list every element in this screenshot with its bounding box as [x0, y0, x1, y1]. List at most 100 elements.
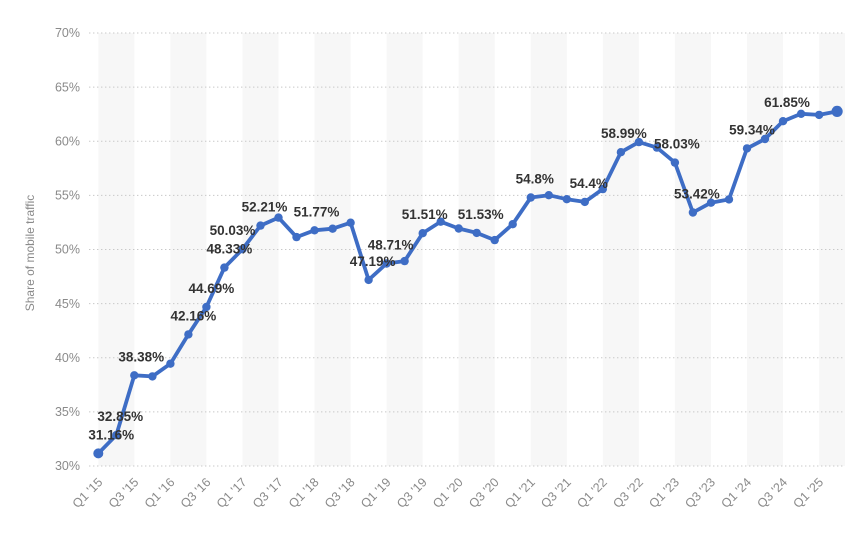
point-labels-layer: 31.16% 32.85% 38.38% 42.16% 44.69% 48.33% 50.0…: [88, 95, 809, 442]
data-point[interactable]: [562, 195, 571, 204]
x-axis-tick-label: Q1 '18: [286, 475, 322, 511]
point-value-label: 48.71%: [368, 238, 414, 253]
data-point[interactable]: [93, 448, 104, 459]
data-point[interactable]: [346, 218, 355, 227]
background-band: [314, 33, 351, 466]
series-layer: [93, 105, 843, 459]
y-axis-tick-label: 65%: [55, 80, 80, 94]
y-axis-tick-label: 30%: [55, 459, 80, 473]
point-value-label: 58.99%: [601, 126, 647, 141]
x-axis-tick-label: Q1 '23: [646, 475, 682, 511]
data-point[interactable]: [831, 105, 843, 117]
y-axis-tick-label: 60%: [55, 134, 80, 148]
x-axis-tick-label: Q3 '21: [538, 475, 574, 511]
x-axis-tick-label: Q1 '16: [142, 475, 178, 511]
data-point[interactable]: [382, 259, 391, 268]
data-point[interactable]: [778, 117, 788, 126]
point-value-label: 47.19%: [350, 254, 396, 269]
background-band: [98, 33, 135, 466]
data-point[interactable]: [508, 220, 517, 229]
x-axis-tick-label: Q3 '16: [178, 475, 214, 511]
point-value-label: 52.21%: [242, 200, 288, 215]
x-axis-tick-label: Q1 '20: [430, 475, 466, 511]
background-band: [530, 33, 567, 466]
data-point[interactable]: [112, 430, 121, 440]
data-point[interactable]: [364, 275, 373, 285]
y-axis-tick-label: 35%: [55, 405, 80, 419]
data-point[interactable]: [400, 256, 409, 266]
data-point[interactable]: [238, 245, 247, 254]
y-axis-tick-label: 50%: [55, 243, 80, 257]
point-value-label: 44.69%: [189, 281, 235, 296]
data-point[interactable]: [436, 217, 445, 226]
x-axis-tick-label: Q3 '24: [754, 475, 790, 511]
point-value-label: 58.03%: [654, 137, 700, 152]
x-axis-tick-label: Q1 '17: [214, 475, 250, 511]
data-point[interactable]: [328, 224, 337, 233]
y-axis-tick-label: 40%: [55, 351, 80, 365]
data-point[interactable]: [454, 224, 463, 233]
data-point[interactable]: [544, 191, 553, 200]
data-point[interactable]: [616, 148, 626, 157]
data-point[interactable]: [760, 134, 770, 144]
data-point[interactable]: [796, 109, 806, 119]
background-band: [386, 33, 423, 466]
data-point[interactable]: [184, 330, 193, 339]
data-point[interactable]: [634, 137, 644, 147]
point-value-label: 61.85%: [764, 95, 810, 110]
point-value-label: 51.77%: [294, 204, 340, 219]
point-value-label: 54.4%: [570, 176, 608, 191]
data-point[interactable]: [166, 359, 175, 368]
data-point[interactable]: [292, 232, 301, 242]
year-bands-layer: [98, 33, 845, 466]
data-point[interactable]: [724, 195, 734, 204]
background-band: [170, 33, 207, 466]
data-point[interactable]: [202, 302, 211, 312]
background-band: [458, 33, 495, 466]
x-axis-tick-label: Q3 '17: [250, 475, 286, 511]
x-axis-tick-label: Q1 '25: [791, 475, 827, 511]
data-point[interactable]: [652, 143, 662, 152]
x-axis-tick-label: Q1 '22: [574, 475, 610, 511]
data-point[interactable]: [472, 228, 481, 238]
x-axis-tick-label: Q1 '24: [718, 475, 754, 511]
data-point[interactable]: [580, 197, 589, 207]
point-value-label: 31.16%: [88, 427, 134, 442]
background-band: [602, 33, 639, 466]
data-point[interactable]: [130, 371, 139, 380]
y-axis-tick-label: 70%: [55, 26, 80, 40]
data-point[interactable]: [256, 221, 265, 230]
data-point[interactable]: [274, 213, 283, 222]
x-axis-tick-label: Q3 '18: [322, 475, 358, 511]
data-point[interactable]: [220, 263, 229, 272]
background-band: [819, 33, 845, 466]
data-point[interactable]: [148, 372, 157, 381]
data-point[interactable]: [598, 184, 607, 194]
x-axis-tick-label: Q3 '20: [466, 475, 502, 511]
data-point[interactable]: [418, 229, 427, 238]
point-value-label: 59.34%: [729, 122, 775, 137]
data-point[interactable]: [706, 198, 716, 207]
point-value-label: 51.51%: [402, 207, 448, 222]
data-point[interactable]: [742, 144, 752, 153]
y-axis-tick-label: 55%: [55, 189, 80, 203]
x-axis-tick-label: Q3 '19: [394, 475, 430, 511]
x-axis-tick-label: Q1 '15: [70, 475, 106, 511]
data-point[interactable]: [670, 158, 680, 167]
data-point[interactable]: [526, 193, 535, 202]
point-value-label: 51.53%: [458, 207, 504, 222]
point-value-label: 53.42%: [674, 187, 720, 202]
point-value-label: 48.33%: [207, 242, 253, 257]
point-value-label: 54.8%: [516, 172, 554, 187]
data-point[interactable]: [310, 226, 319, 235]
point-value-label: 38.38%: [118, 349, 164, 364]
background-band: [242, 33, 279, 466]
x-axis-tick-label: Q3 '15: [106, 475, 142, 511]
y-axis-tick-label: 45%: [55, 297, 80, 311]
data-point[interactable]: [490, 235, 499, 245]
x-axis-tick-label: Q1 '21: [502, 475, 538, 511]
data-point[interactable]: [688, 208, 698, 217]
data-point[interactable]: [814, 110, 824, 120]
